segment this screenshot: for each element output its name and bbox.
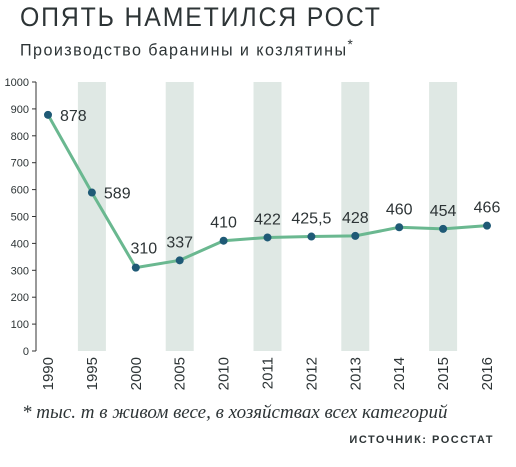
- data-point: [175, 256, 184, 265]
- data-labels: 878 589 310 337 410 422 425,5 428 460 454 466: [60, 108, 500, 258]
- x-tick-label: 1990: [40, 357, 57, 390]
- y-axis-ticks: 0 100 200 300 400 500 600 700 800 900 1000: [5, 77, 36, 358]
- data-label: 589: [104, 186, 131, 203]
- data-label: 878: [60, 108, 87, 125]
- x-tick-label: 2015: [435, 357, 452, 390]
- data-point: [483, 221, 491, 230]
- data-point: [307, 232, 316, 241]
- chart-subtitle: Производство баранины и козлятины*: [20, 37, 354, 61]
- y-tick-label: 900: [11, 104, 29, 116]
- data-point: [439, 224, 448, 233]
- y-tick-label: 400: [11, 238, 29, 250]
- data-label: 337: [166, 234, 193, 251]
- y-tick-label: 0: [23, 346, 29, 358]
- y-tick-label: 700: [11, 158, 29, 170]
- background-band: [341, 82, 370, 351]
- data-label: 466: [474, 200, 501, 217]
- y-tick-label: 500: [11, 212, 29, 224]
- x-tick-label: 2014: [391, 357, 408, 390]
- source-note: ИСТОЧНИК: РОССТАТ: [349, 434, 494, 446]
- y-tick-label: 300: [11, 265, 29, 277]
- data-point: [351, 231, 360, 240]
- data-points: [44, 110, 491, 272]
- y-tick-label: 200: [11, 292, 29, 304]
- x-tick-label: 2012: [303, 357, 320, 390]
- data-point: [44, 110, 52, 119]
- data-label: 410: [210, 215, 237, 232]
- background-band: [77, 82, 106, 351]
- background-band: [253, 82, 282, 351]
- data-label: 454: [430, 203, 457, 220]
- footnote: * тыс. т в живом весе, в хозяйствах всех…: [22, 402, 448, 423]
- background-band: [165, 82, 194, 351]
- data-label: 425,5: [291, 211, 331, 228]
- data-point: [263, 233, 272, 242]
- chart-title: ОПЯТЬ НАМЕТИЛСЯ РОСТ: [20, 2, 382, 32]
- data-point: [131, 263, 140, 272]
- subtitle-footnote-mark: *: [347, 37, 355, 53]
- background-bands: [77, 82, 458, 351]
- y-tick-label: 100: [11, 319, 29, 331]
- data-label: 310: [130, 241, 157, 258]
- background-band: [429, 82, 458, 351]
- x-tick-label: 2010: [216, 357, 233, 390]
- x-tick-label: 2011: [260, 357, 277, 389]
- x-tick-label: 2000: [128, 357, 145, 390]
- data-point: [87, 188, 96, 197]
- x-tick-label: 2016: [479, 357, 496, 390]
- data-point: [219, 236, 228, 245]
- data-label: 460: [386, 201, 413, 218]
- x-tick-label: 1995: [84, 357, 101, 390]
- y-tick-label: 800: [11, 131, 29, 143]
- data-point: [395, 223, 404, 232]
- x-tick-label: 2005: [172, 357, 189, 390]
- data-label: 422: [254, 211, 281, 228]
- x-axis-ticks: 1990 1995 2000 2005 2010 2011 2012 2013 2014 2015…: [40, 357, 496, 390]
- data-label: 428: [342, 210, 369, 227]
- y-tick-label: 1000: [5, 77, 29, 89]
- subtitle-text: Производство баранины и козлятины: [20, 40, 348, 60]
- x-tick-label: 2013: [347, 357, 364, 390]
- y-tick-label: 600: [11, 185, 29, 197]
